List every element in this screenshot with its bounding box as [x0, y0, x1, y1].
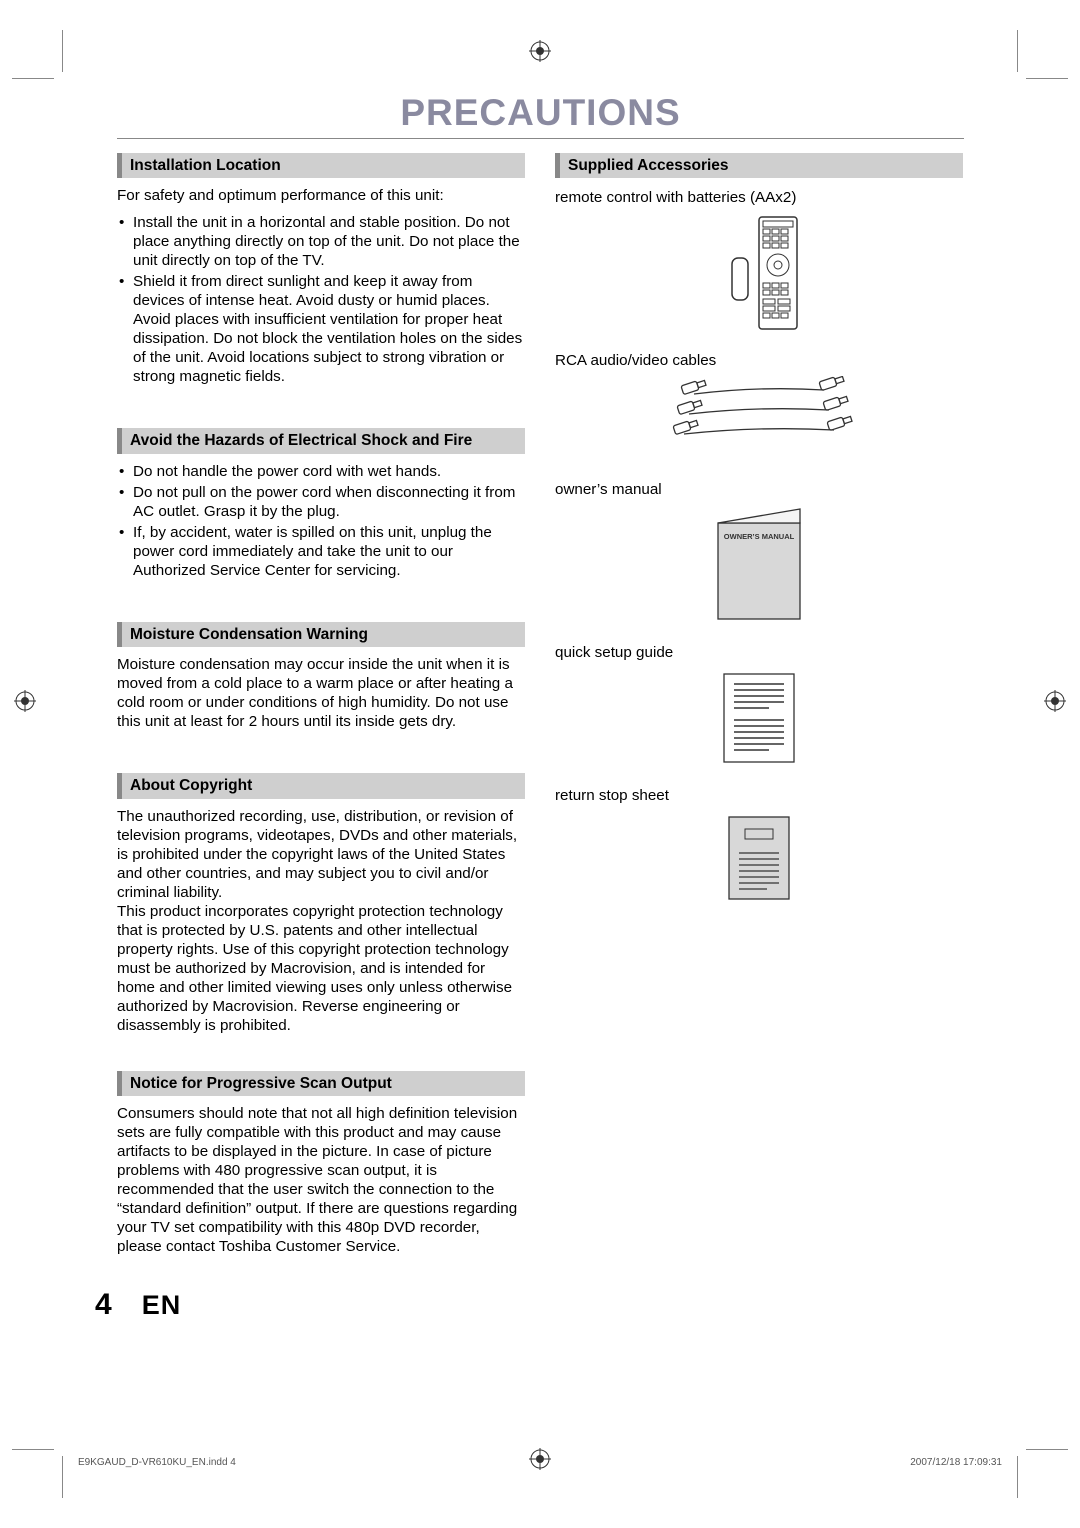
registration-mark-icon [529, 40, 551, 62]
owners-manual-figure: OWNER’S MANUAL [555, 505, 963, 625]
print-metadata: E9KGAUD_D-VR610KU_EN.indd 4 2007/12/18 1… [78, 1457, 1002, 1468]
registration-mark-icon [1044, 690, 1066, 712]
crop-mark [12, 78, 54, 79]
rca-cables-figure [555, 376, 963, 458]
indd-filename: E9KGAUD_D-VR610KU_EN.indd 4 [78, 1457, 236, 1468]
owners-manual-icon: OWNER’S MANUAL [704, 505, 814, 625]
list-item: Shield it from direct sunlight and keep … [117, 272, 525, 386]
quick-setup-figure [555, 668, 963, 768]
title-rule [117, 138, 964, 139]
crop-mark [12, 1449, 54, 1450]
crop-mark [62, 1456, 63, 1498]
crop-mark [1026, 78, 1068, 79]
copyright-p1: The unauthorized recording, use, distrib… [117, 807, 525, 902]
list-item: If, by accident, water is spilled on thi… [117, 523, 525, 580]
list-item: Do not pull on the power cord when disco… [117, 483, 525, 521]
two-column-layout: Installation Location For safety and opt… [117, 147, 964, 1264]
progressive-text: Consumers should note that not all high … [117, 1104, 525, 1256]
heading-moisture: Moisture Condensation Warning [117, 622, 525, 647]
crop-mark [1017, 1456, 1018, 1498]
page-content: PRECAUTIONS Installation Location For sa… [117, 92, 964, 1264]
page-footer: 4 EN [95, 1288, 181, 1322]
svg-text:OWNER’S MANUAL: OWNER’S MANUAL [724, 532, 795, 541]
page-language: EN [142, 1290, 182, 1321]
intro-text: For safety and optimum performance of th… [117, 186, 525, 205]
heading-hazards: Avoid the Hazards of Electrical Shock an… [117, 428, 525, 453]
list-item: Do not handle the power cord with wet ha… [117, 462, 525, 481]
crop-mark [1026, 1449, 1068, 1450]
accessory-label-rca: RCA audio/video cables [555, 351, 963, 370]
return-stop-figure [555, 811, 963, 906]
crop-mark [1017, 30, 1018, 72]
page-title: PRECAUTIONS [117, 92, 964, 138]
moisture-text: Moisture condensation may occur inside t… [117, 655, 525, 731]
accessory-label-return: return stop sheet [555, 786, 963, 805]
print-timestamp: 2007/12/18 17:09:31 [910, 1457, 1002, 1468]
quick-setup-icon [714, 668, 804, 768]
heading-copyright: About Copyright [117, 773, 525, 798]
left-column: Installation Location For safety and opt… [117, 147, 525, 1264]
remote-icon [714, 213, 804, 333]
accessory-label-quicksetup: quick setup guide [555, 643, 963, 662]
heading-accessories: Supplied Accessories [555, 153, 963, 178]
heading-progressive: Notice for Progressive Scan Output [117, 1071, 525, 1096]
heading-installation: Installation Location [117, 153, 525, 178]
installation-list: Install the unit in a horizontal and sta… [117, 213, 525, 386]
list-item: Install the unit in a horizontal and sta… [117, 213, 525, 270]
rca-cables-icon [659, 376, 859, 458]
crop-mark [62, 30, 63, 72]
accessory-label-remote: remote control with batteries (AAx2) [555, 188, 963, 207]
page-number: 4 [95, 1288, 112, 1322]
right-column: Supplied Accessories remote control with… [555, 147, 963, 1264]
accessory-label-manual: owner’s manual [555, 480, 963, 499]
remote-control-figure [555, 213, 963, 333]
hazards-list: Do not handle the power cord with wet ha… [117, 462, 525, 580]
copyright-p2: This product incorporates copyright prot… [117, 902, 525, 1035]
registration-mark-icon [14, 690, 36, 712]
return-stop-icon [719, 811, 799, 906]
